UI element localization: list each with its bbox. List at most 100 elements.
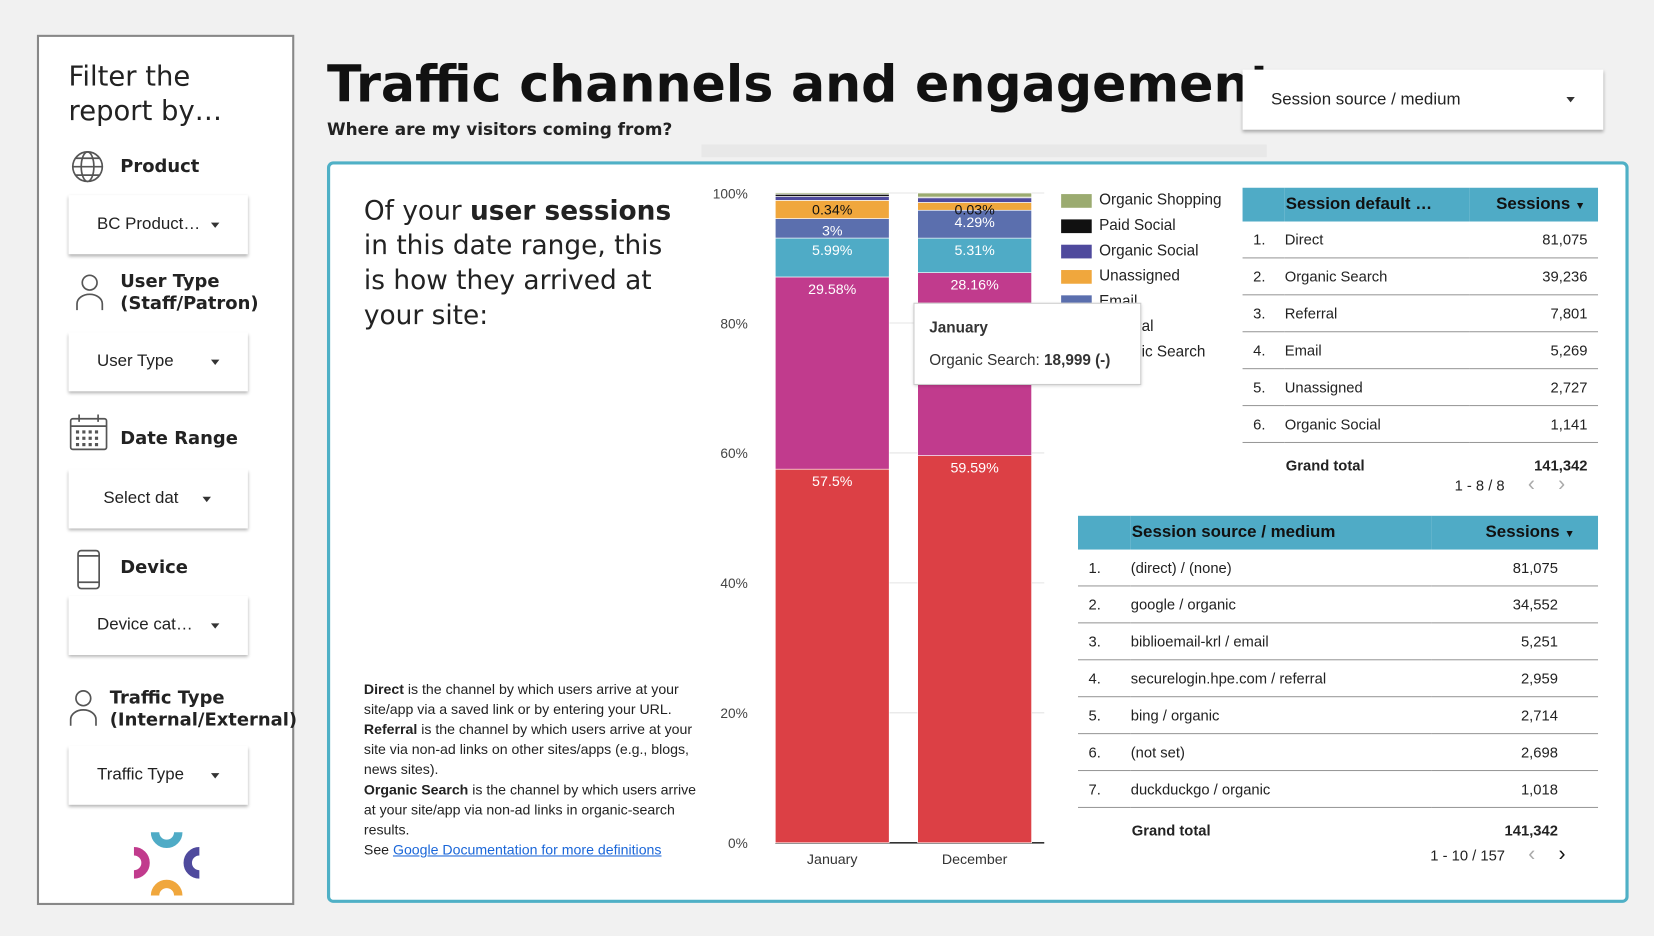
bar-segment-organic-shopping[interactable] [774,192,890,195]
page-subtitle: Where are my visitors coming from? [326,119,673,140]
bar-segment-organic-search[interactable] [774,276,890,470]
prev-page-icon[interactable]: ‹ [1527,472,1535,496]
intro-bold: user sessions [470,195,672,226]
legend-item[interactable]: Organic Shopping [1061,188,1222,213]
data-label: 57.5% [812,474,853,490]
row-label: securelogin.hpe.com / referral [1130,659,1432,698]
row-index: 5. [1078,696,1131,735]
bar-segment-referral[interactable] [917,237,1032,273]
tooltip-value: 18,999 (-) [1044,352,1111,370]
user-type-dropdown-value: User Type [97,352,174,371]
grand-total-row: Grand total 141,342 [1243,442,1598,487]
row-label: Email [1284,331,1470,370]
row-index: 1. [1078,549,1131,587]
page-title: Traffic channels and engagement [326,54,1274,114]
def-direct-term: Direct [363,681,404,698]
sidebar-title: Filter the report by… [68,61,223,128]
legend-item[interactable]: Unassigned [1061,264,1221,289]
filter-label-traffic-type: Traffic Type (Internal/External) [109,687,298,731]
intro-post: in this date range, this is how they arr… [363,229,663,331]
grand-total-value: 141,342 [1534,456,1588,474]
calendar-icon [69,414,108,451]
table-row[interactable]: 1. Direct 81,075 [1242,221,1599,259]
legend-swatch [1061,218,1092,233]
table-row[interactable]: 2. google / organic 34,552 [1078,585,1599,624]
table-row[interactable]: 7. duckduckgo / organic 1,018 [1078,770,1599,808]
device-dropdown[interactable]: Device cat… [68,595,248,656]
row-label: (not set) [1130,733,1432,772]
traffic-type-dropdown[interactable]: Traffic Type [68,745,248,805]
row-sessions: 2,959 [1431,659,1599,698]
person-icon [69,690,97,726]
intro-text: Of your user sessions in this date range… [364,193,680,332]
filter-label-product: Product [120,156,200,178]
column-header-sessions[interactable]: Sessions ▼ [1431,515,1599,550]
legend-item[interactable]: Paid Social [1061,213,1221,238]
row-label: duckduckgo / organic [1130,770,1432,808]
row-label: google / organic [1130,585,1432,624]
table-row[interactable]: 5. bing / organic 2,714 [1078,696,1599,735]
legend-item[interactable]: Organic Social [1061,238,1221,263]
product-dropdown[interactable]: BC Product… [68,195,248,255]
date-range-picker[interactable]: Select dat [68,469,248,529]
tooltip-row: Organic Search: 18,999 (-) [929,352,1110,369]
filter-sidebar: Filter the report by… Product BC Product… [36,34,298,906]
dimension-dropdown-value: Session source / medium [1271,90,1461,109]
user-type-dropdown[interactable]: User Type [68,332,248,392]
bar-segment-direct[interactable] [917,455,1032,844]
grand-total-label: Grand total [1131,821,1211,839]
data-label: 0.03% [954,202,995,218]
row-sessions: 81,075 [1469,221,1599,259]
row-sessions: 2,727 [1469,368,1599,407]
channel-definitions: Direct is the channel by which users arr… [364,679,707,859]
dimension-dropdown[interactable]: Session source / medium [1242,69,1604,130]
brand-logo [133,831,200,897]
legend-swatch [1061,244,1092,258]
prev-page-icon[interactable]: ‹ [1528,842,1536,866]
date-range-value: Select dat [103,489,179,508]
bar-segment-organic-shopping[interactable] [917,192,1032,198]
bar-segment-direct[interactable] [774,468,890,844]
chevron-down-icon [210,622,220,629]
next-page-icon[interactable]: › [1558,842,1566,866]
column-header-source[interactable]: Session source / medium [1130,515,1432,550]
bar-segment-email[interactable] [917,209,1032,239]
bar-segment-paid-social[interactable] [774,193,890,197]
y-tick-label: 0% [728,836,748,851]
row-label: Organic Search [1284,257,1470,296]
x-tick-label: December [942,852,1008,868]
def-referral-term: Referral [363,721,418,738]
table-header: Session source / medium Sessions ▼ [1078,515,1599,550]
chart-tooltip: January Organic Search: 18,999 (-) [913,302,1142,386]
table-row[interactable]: 4. Email 5,269 [1242,331,1599,370]
table-row[interactable]: 5. Unassigned 2,727 [1242,368,1599,407]
bar-segment-organic-social[interactable] [774,196,890,201]
table-row[interactable]: 6. (not set) 2,698 [1078,733,1599,772]
table-row[interactable]: 3. Referral 7,801 [1242,294,1599,333]
row-sessions: 1,018 [1431,770,1599,808]
data-label: 0.34% [812,202,853,218]
google-docs-link[interactable]: Google Documentation for more definition… [392,841,662,858]
def-organic-term: Organic Search [363,781,469,798]
data-label: 59.59% [951,460,1000,476]
sessions-header-label: Sessions [1496,195,1571,214]
table-row[interactable]: 2. Organic Search 39,236 [1242,257,1599,296]
table-header: Session default … Sessions ▼ [1242,187,1599,222]
legend-swatch [1061,269,1092,284]
channel-table: Session default … Sessions ▼ 1. Direct 81,0… [1242,187,1599,488]
table-row[interactable]: 3. biblioemail-krl / email 5,251 [1078,622,1599,661]
chevron-down-icon [1566,97,1575,103]
person-icon [76,274,104,311]
bar-segment-referral[interactable] [774,237,890,278]
column-header-channel[interactable]: Session default … [1284,187,1470,222]
table-row[interactable]: 6. Organic Social 1,141 [1242,405,1599,444]
legend-swatch [1061,193,1092,208]
row-sessions: 5,269 [1469,331,1599,370]
column-header-sessions[interactable]: Sessions ▼ [1469,187,1599,222]
next-page-icon[interactable]: › [1558,472,1566,496]
row-label: biblioemail-krl / email [1130,622,1432,661]
table-row[interactable]: 1. (direct) / (none) 81,075 [1078,549,1599,587]
pager-text: 1 - 8 / 8 [1454,476,1505,494]
table-row[interactable]: 4. securelogin.hpe.com / referral 2,959 [1078,659,1599,698]
row-sessions: 2,698 [1431,733,1599,772]
